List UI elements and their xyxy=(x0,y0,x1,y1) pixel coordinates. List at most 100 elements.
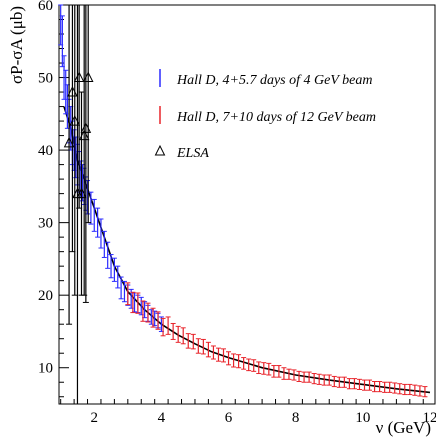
data-point xyxy=(331,375,337,388)
data-point xyxy=(417,385,423,397)
data-point xyxy=(200,338,206,355)
data-point xyxy=(130,291,136,314)
data-point xyxy=(351,378,357,390)
data-point xyxy=(118,276,124,300)
data-point xyxy=(356,378,362,390)
data-point xyxy=(231,353,237,368)
y-tick-label: 50 xyxy=(38,71,53,87)
data-point xyxy=(412,384,418,396)
data-point xyxy=(101,230,107,258)
data-point xyxy=(372,381,378,393)
data-point xyxy=(105,241,111,269)
y-tick-label: 20 xyxy=(38,288,53,304)
legend-swatch-elsa xyxy=(154,144,166,156)
x-tick-label: 2 xyxy=(91,410,99,426)
data-point xyxy=(246,358,252,372)
y-tick-label: 10 xyxy=(38,361,53,377)
series-3 xyxy=(63,4,94,405)
data-point xyxy=(286,368,292,380)
triangle-marker xyxy=(63,136,75,148)
data-point xyxy=(121,280,127,303)
data-point xyxy=(145,302,151,323)
data-point xyxy=(392,382,398,394)
data-point xyxy=(346,378,352,390)
y-axis-ticks: 10 20 30 40 50 60 xyxy=(38,0,69,398)
data-point xyxy=(160,317,166,337)
data-point xyxy=(306,371,312,383)
data-point xyxy=(155,311,161,330)
data-point xyxy=(180,327,186,345)
data-point xyxy=(95,207,101,238)
triangle-marker xyxy=(82,71,94,83)
data-point xyxy=(205,341,211,358)
data-point xyxy=(251,359,257,372)
data-point xyxy=(195,338,201,354)
data-point xyxy=(291,369,297,381)
fit-curve xyxy=(63,106,431,394)
data-point xyxy=(256,361,262,375)
x-tick-label: 6 xyxy=(225,410,233,426)
data-point xyxy=(326,374,332,386)
data-point xyxy=(108,254,114,279)
plot-frame xyxy=(58,4,436,405)
data-point xyxy=(236,354,242,369)
data-point xyxy=(296,370,302,383)
data-point xyxy=(387,381,393,393)
data-point xyxy=(341,376,347,388)
data-point xyxy=(276,365,282,378)
x-tick-label: 4 xyxy=(158,410,166,426)
data-point xyxy=(185,333,191,349)
data-point xyxy=(266,362,272,376)
data-point xyxy=(98,218,104,249)
data-point xyxy=(382,381,388,393)
y-tick-label: 30 xyxy=(38,216,53,232)
data-point xyxy=(210,345,216,360)
data-point xyxy=(190,333,196,350)
data-point xyxy=(125,282,131,306)
x-axis-ticks: 2 4 6 8 10 12 xyxy=(60,399,436,426)
data-point xyxy=(367,379,373,391)
data-point xyxy=(362,379,367,391)
data-point xyxy=(316,373,322,385)
data-point xyxy=(271,365,277,378)
data-point xyxy=(261,362,267,375)
data-series xyxy=(58,4,428,405)
data-point xyxy=(150,307,156,328)
triangle-marker xyxy=(73,71,85,83)
x-tick-label: 12 xyxy=(422,410,436,426)
data-point xyxy=(422,386,428,398)
y-tick-label: 40 xyxy=(38,143,53,159)
data-point xyxy=(140,300,146,322)
data-point xyxy=(82,4,94,224)
data-point xyxy=(165,316,171,335)
legend: Hall D, 4+5.7 days of 4 GeV beam Hall D,… xyxy=(154,69,376,161)
data-point xyxy=(115,265,121,289)
series-2 xyxy=(125,282,428,398)
data-point xyxy=(241,357,247,370)
legend-label-hall-d-12gev: Hall D, 7+10 days of 12 GeV beam xyxy=(176,110,376,125)
data-point xyxy=(221,348,226,363)
data-point xyxy=(170,322,176,340)
data-point xyxy=(91,198,97,232)
x-tick-label: 10 xyxy=(355,410,370,426)
series-1 xyxy=(58,4,164,332)
data-point xyxy=(321,374,327,386)
fit-curve-line xyxy=(63,106,431,394)
data-point xyxy=(407,383,413,396)
data-point xyxy=(80,4,92,303)
data-point xyxy=(377,381,383,393)
legend-label-elsa: ELSA xyxy=(176,146,209,161)
data-point xyxy=(397,383,403,395)
y-tick-label: 60 xyxy=(38,0,53,14)
x-axis-title: ν (GeV) xyxy=(376,418,431,437)
legend-label-hall-d-4gev: Hall D, 4+5.7 days of 4 GeV beam xyxy=(176,73,372,88)
x-tick-label: 8 xyxy=(292,410,300,426)
data-point xyxy=(111,257,117,282)
data-point xyxy=(402,383,408,396)
data-point xyxy=(226,351,232,366)
data-point xyxy=(175,325,181,343)
y-axis-title: σP-σA (μb) xyxy=(7,6,26,84)
data-point xyxy=(301,371,307,383)
data-point xyxy=(135,292,141,314)
